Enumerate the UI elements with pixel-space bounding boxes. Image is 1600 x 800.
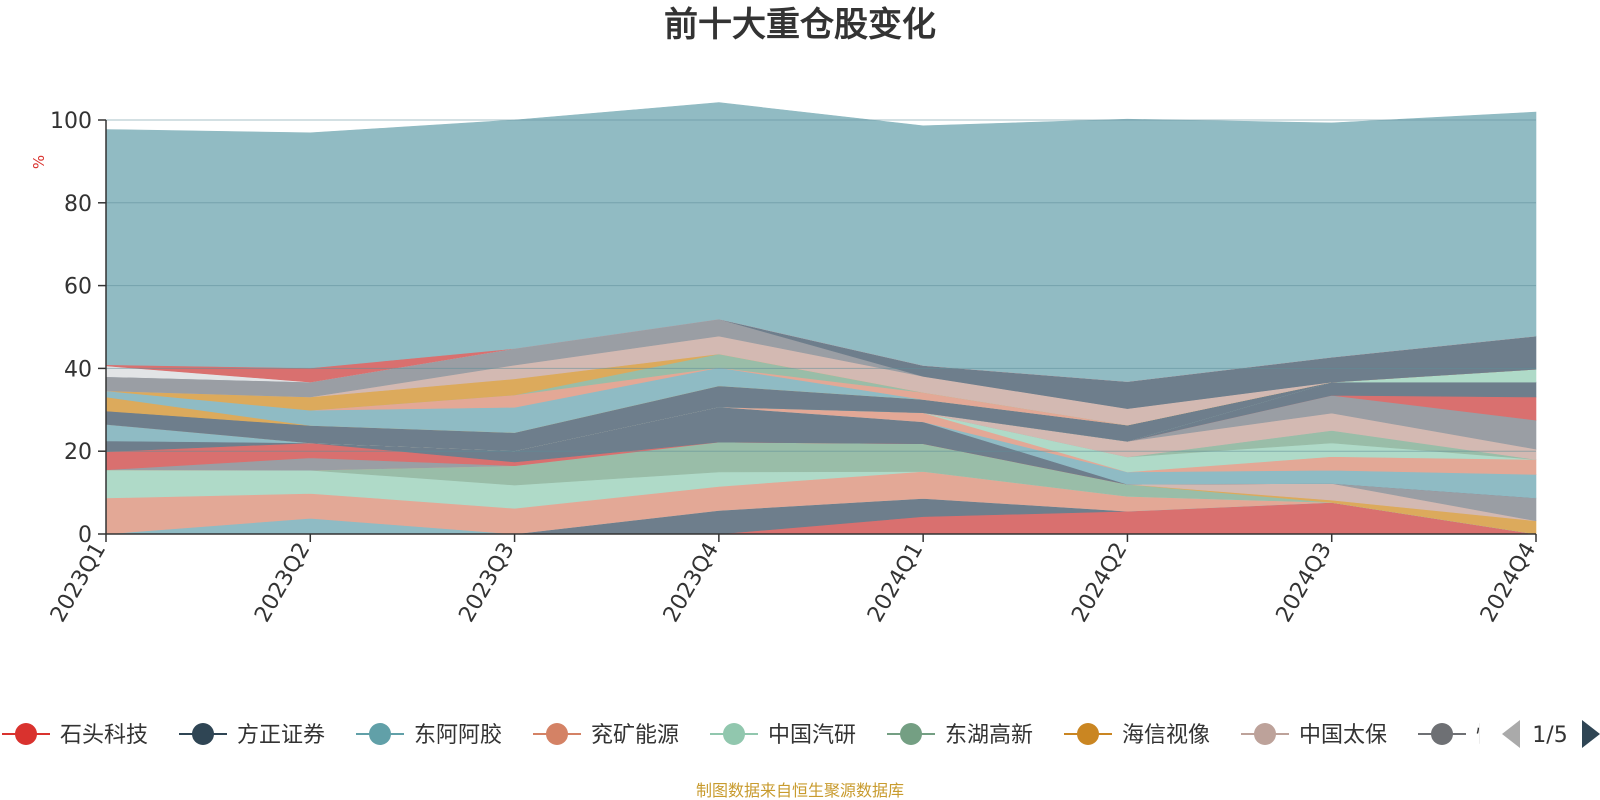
grid-lines <box>106 119 1536 452</box>
legend-label: 东湖高新 <box>945 723 1033 748</box>
legend-prev-page-icon[interactable] <box>1502 720 1520 748</box>
legend-marker <box>15 723 37 745</box>
legend-item-2[interactable]: 东阿阿胶 <box>356 723 502 748</box>
legend-label: 方正证券 <box>237 723 325 748</box>
x-tick-label-1: 2023Q2 <box>250 539 315 627</box>
legend-label: 海信视像 <box>1122 723 1210 748</box>
legend-page-indicator: 1/5 <box>1532 723 1567 748</box>
y-tick-label-1: 20 <box>64 440 92 465</box>
legend-item-1[interactable]: 方正证券 <box>179 723 325 748</box>
x-tick-label-3: 2023Q4 <box>659 539 724 627</box>
legend-marker <box>1077 723 1099 745</box>
x-tick-label-2: 2023Q3 <box>454 539 519 627</box>
legend-label: 石头科技 <box>60 723 148 748</box>
plot-areas <box>105 102 1537 535</box>
x-tick-label-4: 2024Q1 <box>863 539 928 627</box>
y-tick-label-5: 100 <box>50 109 92 134</box>
legend-marker <box>1254 723 1276 745</box>
legend-marker <box>900 723 922 745</box>
legend-item-6[interactable]: 海信视像 <box>1064 723 1210 748</box>
legend-marker <box>192 723 214 745</box>
legend-item-4[interactable]: 中国汽研 <box>710 723 856 748</box>
legend-clip <box>1480 708 1600 760</box>
y-tick-label-2: 40 <box>64 357 92 382</box>
legend-label: 兖矿能源 <box>591 723 679 748</box>
chart-title: 前十大重仓股变化 <box>664 5 936 45</box>
legend: 石头科技方正证券东阿阿胶兖矿能源中国汽研东湖高新海信视像中国太保恒1/5 <box>2 708 1600 760</box>
legend-item-0[interactable]: 石头科技 <box>2 723 148 748</box>
legend-label: 东阿阿胶 <box>414 723 502 748</box>
legend-item-5[interactable]: 东湖高新 <box>887 723 1033 748</box>
x-tick-label-7: 2024Q4 <box>1476 539 1541 627</box>
legend-item-7[interactable]: 中国太保 <box>1241 723 1387 748</box>
y-axis-unit: % <box>30 155 48 169</box>
x-tick-label-0: 2023Q1 <box>46 539 111 627</box>
legend-label: 中国汽研 <box>768 723 856 748</box>
legend-marker <box>1431 723 1453 745</box>
legend-next-page-icon[interactable] <box>1582 720 1600 748</box>
legend-item-3[interactable]: 兖矿能源 <box>533 723 679 748</box>
legend-marker <box>546 723 568 745</box>
legend-marker <box>369 723 391 745</box>
y-tick-label-4: 80 <box>64 192 92 217</box>
area-series-31 <box>105 102 1537 382</box>
source-note: 制图数据来自恒生聚源数据库 <box>696 781 904 800</box>
y-tick-label-0: 0 <box>78 523 92 548</box>
legend-marker <box>723 723 745 745</box>
legend-label: 中国太保 <box>1299 723 1387 748</box>
x-tick-label-5: 2024Q2 <box>1067 539 1132 627</box>
y-tick-label-3: 60 <box>64 275 92 300</box>
x-tick-label-6: 2024Q3 <box>1272 539 1337 627</box>
